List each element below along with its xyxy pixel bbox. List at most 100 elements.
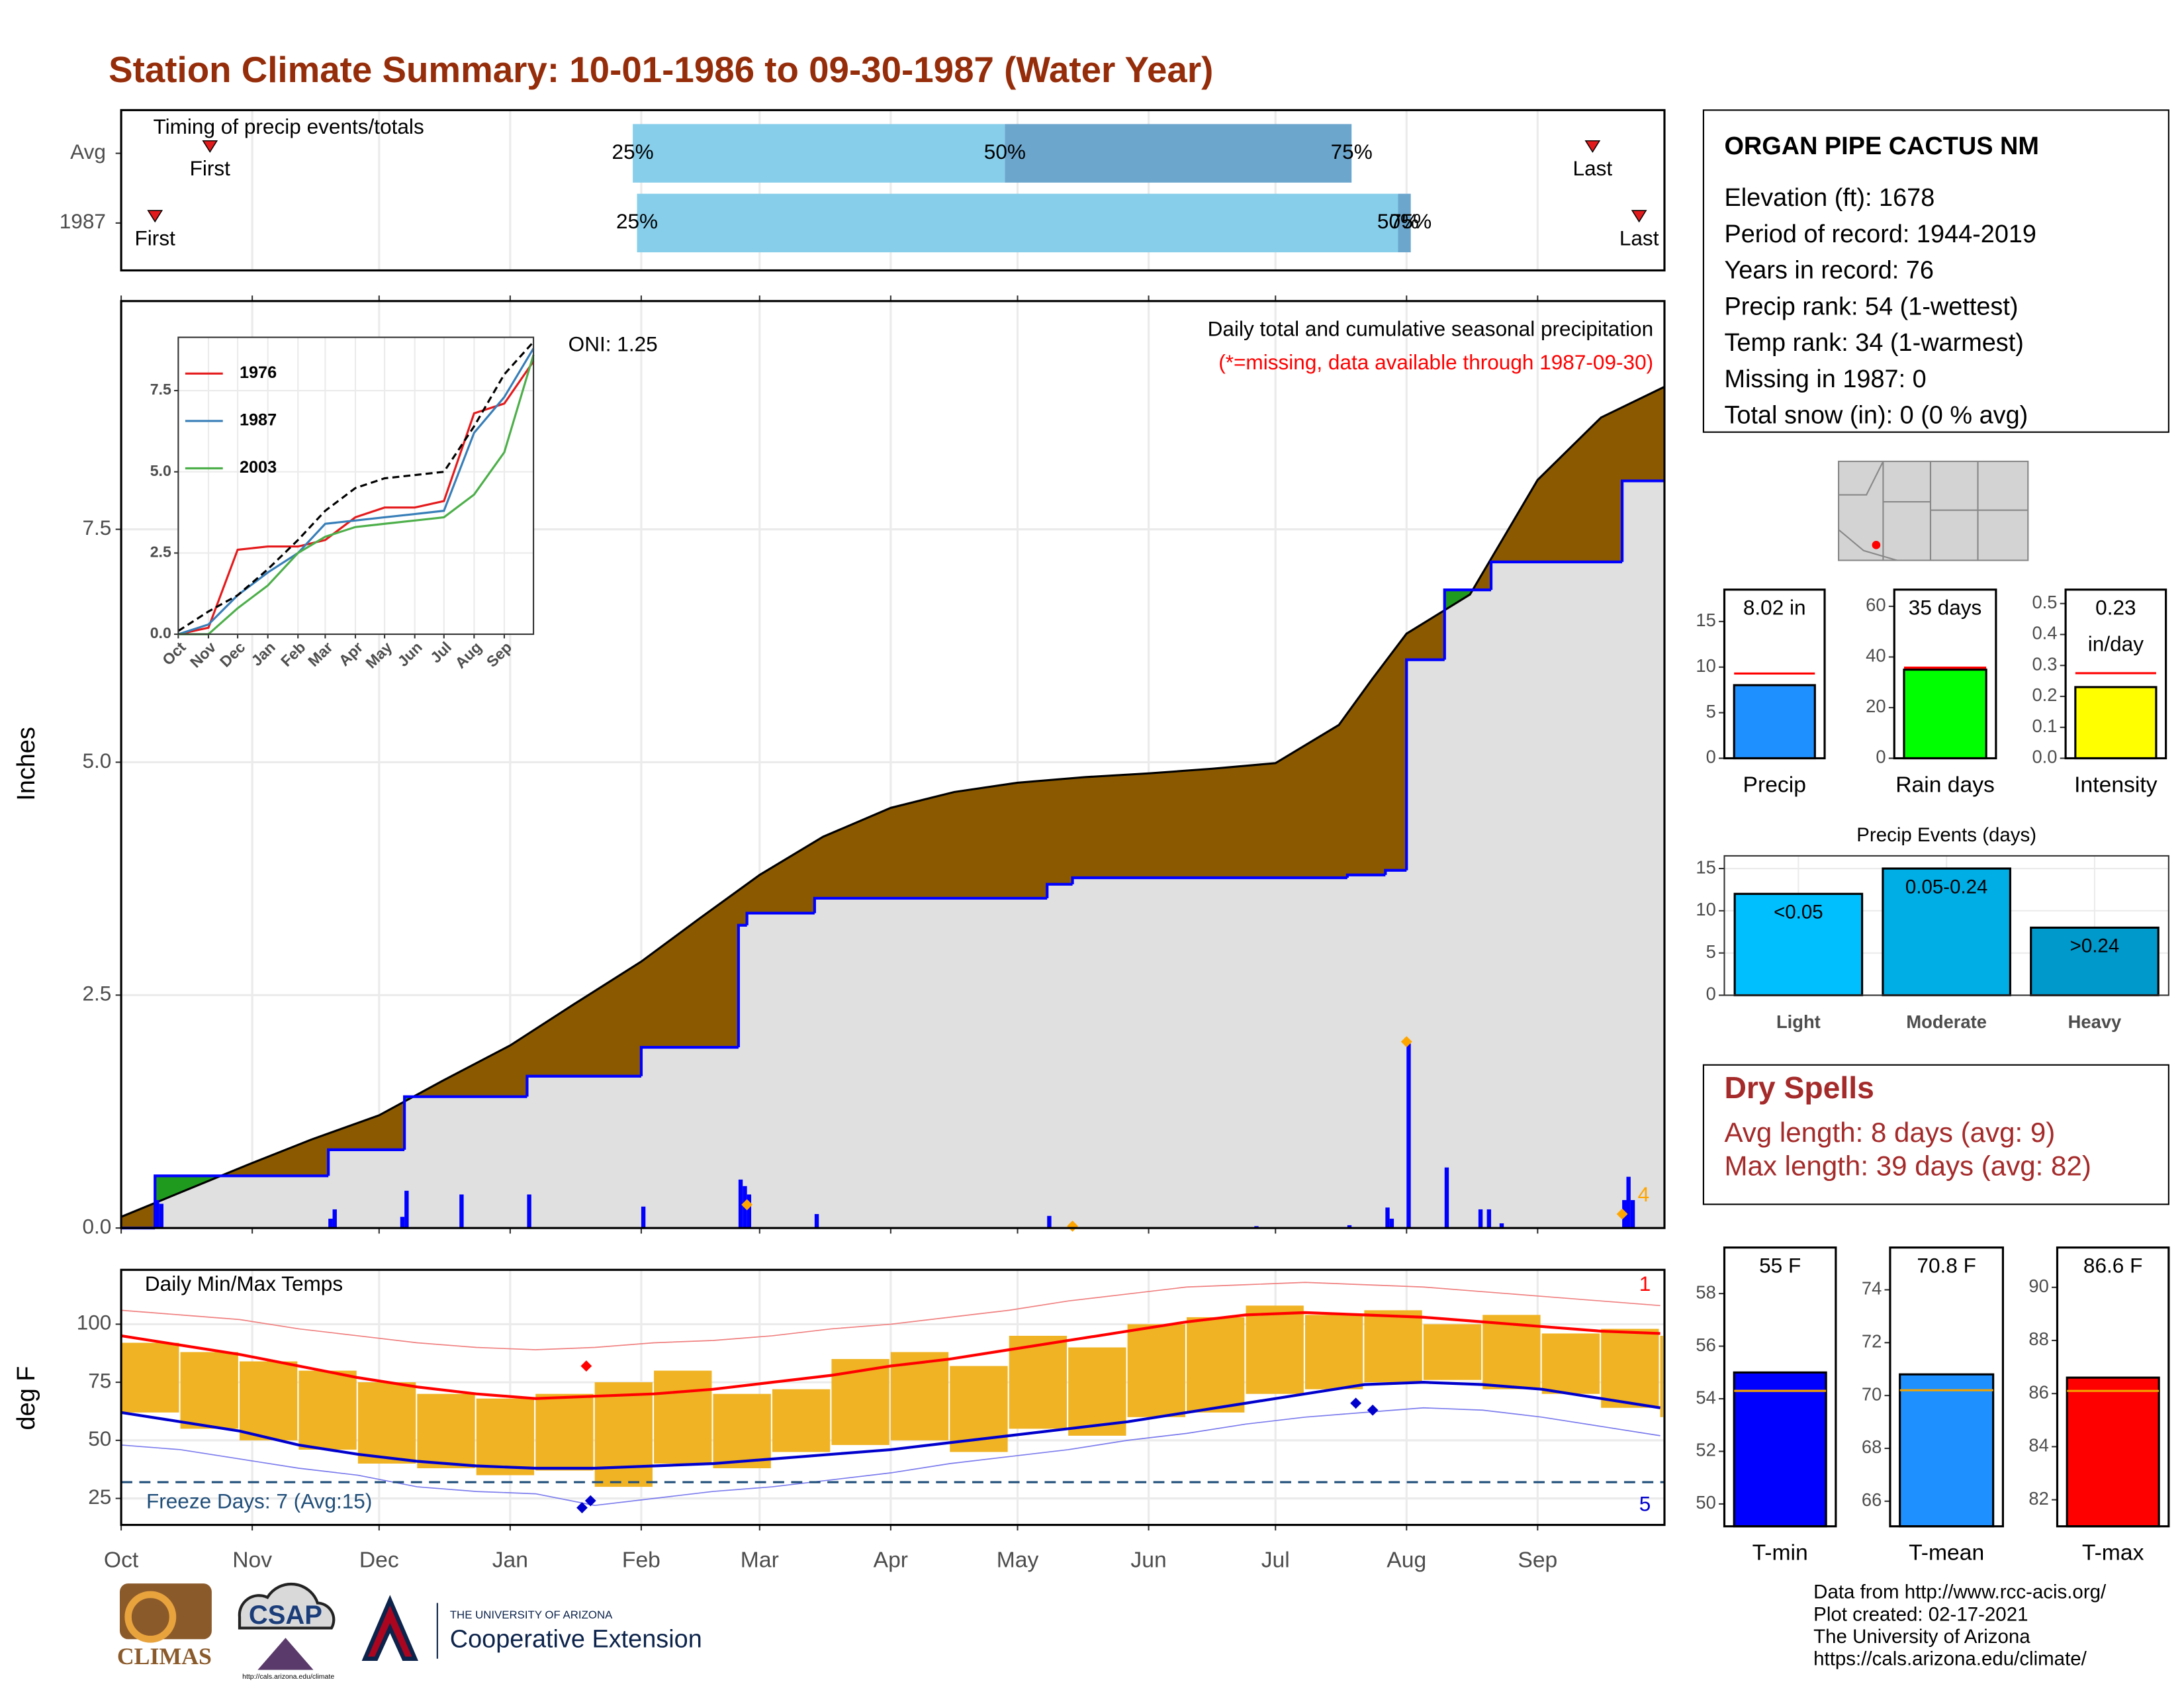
page-title: Station Climate Summary: 10-01-1986 to 0… [109,49,1213,90]
timing-marker [202,140,218,153]
daily-bar [747,1194,752,1229]
y-tick-label: 2.5 [150,543,171,561]
y-tick-label: 50 [1696,1492,1715,1513]
record-low-marker [1350,1397,1362,1409]
timing-bar [1005,124,1352,183]
station-line: Elevation (ft): 1678 [1724,184,1934,212]
value-label: 55 F [1759,1253,1801,1277]
record-count: 4 [1638,1182,1650,1206]
y-axis-label: Inches [13,727,40,801]
csap-text: CSAP [249,1601,322,1630]
timing-marker [147,210,163,223]
daily-bar [155,1199,159,1229]
panel-title: Timing of precip events/totals [154,115,424,138]
plot-frame [1889,1246,2004,1528]
plot-frame [1723,1246,1837,1528]
locator-map [1838,460,2029,561]
y-tick-label: 88 [2028,1329,2048,1349]
daily-bar [332,1209,337,1229]
chart-subtitle: (*=missing, data available through 1987-… [1218,350,1653,374]
temp-range-bar [594,1382,653,1487]
average-min-line [120,1381,1661,1470]
daily-bar [400,1217,405,1229]
y-tick-label: 0.0 [82,1214,111,1238]
category-label: Light [1776,1011,1821,1032]
marker-label: Last [1573,156,1613,180]
daily-bar [1047,1215,1052,1229]
plot-frame [2056,1246,2170,1528]
quantile-label: 50% [984,140,1026,164]
bar [2074,686,2158,760]
panel-frame [120,109,1666,272]
csap-mountain [257,1638,314,1670]
daily-bar [1630,1199,1635,1229]
timing-marker [1631,210,1647,223]
y-tick-label: 56 [1696,1335,1715,1355]
timing-marker [1584,140,1601,153]
value-label: 8.02 in [1743,596,1806,620]
y-tick-label: 0.0 [2032,747,2057,767]
station-location [1872,541,1881,549]
x-tick-label: Sep [1518,1548,1557,1572]
cumulative-step [737,923,747,1048]
temp-range-bar [1660,1335,1663,1417]
record-high-marker [580,1360,592,1372]
temp-range-bar [417,1393,475,1469]
record-marker [1616,1208,1628,1220]
y-tick-label: 72 [1862,1331,1882,1352]
record-marker [1400,1036,1412,1048]
x-tick-label: May [997,1548,1039,1572]
ua-text: THE UNIVERSITY OF ARIZONA [450,1609,613,1621]
panel-frame [120,300,1666,1229]
csap-url: http://cals.arizona.edu/climate [242,1673,334,1681]
csap-cloud [238,1582,336,1630]
bar [1903,669,1987,760]
cumulative-step [1345,873,1386,878]
legend-label: 1976 [240,363,277,382]
x-tick-label: Jul [1261,1548,1290,1572]
daily-bar [641,1206,646,1229]
y-tick-label: 0.2 [2032,684,2057,705]
y-tick-label: 74 [1862,1278,1882,1299]
daily-bar [1478,1209,1483,1229]
cumulative-step [327,1148,405,1176]
panel-title: Daily Min/Max Temps [145,1272,343,1295]
daily-bar [527,1194,531,1229]
plot-frame [2064,588,2167,760]
bar [1733,684,1816,760]
bin-label: 0.05-0.24 [1905,876,1987,898]
dry-spells-line: Max length: 39 days (avg: 82) [1724,1150,2091,1182]
average-line [120,385,1665,1218]
temp-range-bar [1246,1305,1304,1394]
record-low-count: 5 [1639,1491,1651,1515]
record-high-count: 1 [1639,1272,1651,1295]
bar [1899,1373,1995,1528]
cumulative-step [1071,876,1347,884]
value-label: 0.23 [2095,596,2136,620]
y-tick-label: 75 [88,1368,111,1392]
temp-range-bar [1187,1317,1245,1413]
credit-line: Data from http://www.rcc-acis.org/ [1813,1581,2107,1603]
x-tick-label: Feb [622,1548,660,1572]
y-tick-label: 82 [2028,1488,2048,1509]
station-line: Temp rank: 34 (1-warmest) [1724,329,2023,357]
daily-bar [1626,1176,1631,1229]
temp-range-bar [535,1393,594,1471]
temp-range-bar [654,1370,712,1464]
y-tick-label: 90 [2028,1276,2048,1296]
cumulative-step [403,1095,527,1150]
y-tick-label: 86 [2028,1382,2048,1402]
x-tick-label: Jan [492,1548,528,1572]
category-label: Intensity [2074,773,2158,797]
extension-text: Cooperative Extension [450,1625,702,1653]
y-tick-label: 58 [1696,1282,1715,1302]
y-tick-label: 5 [1706,941,1716,962]
y-tick-label: 40 [1866,645,1886,666]
temp-range-bar [713,1393,771,1469]
marker-label: First [135,226,176,250]
y-tick-label: 66 [1862,1489,1882,1510]
daily-bar [459,1194,464,1229]
temp-range-bar [1482,1315,1541,1389]
y-tick-label: 10 [1696,655,1715,676]
